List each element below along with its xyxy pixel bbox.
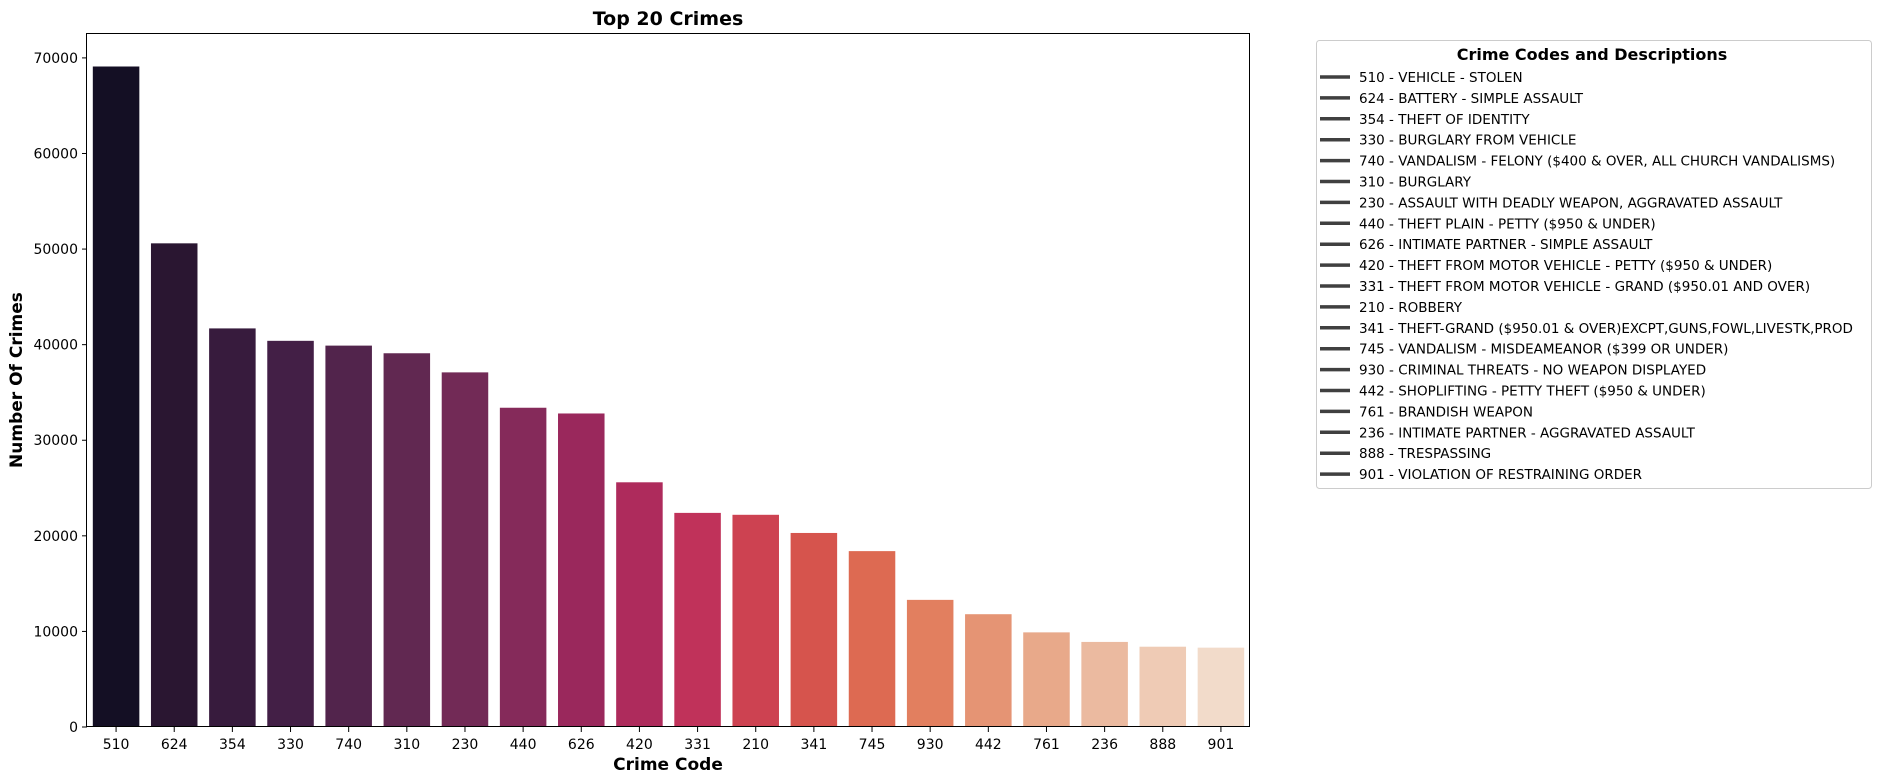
x-tick-label-901: 901 xyxy=(1208,737,1235,753)
plot-frame xyxy=(86,33,1250,727)
legend-entry-2: 354 - THEFT OF IDENTITY xyxy=(1359,112,1530,128)
bar-236 xyxy=(1081,641,1128,727)
x-tick-label-420: 420 xyxy=(626,737,653,753)
legend-entry-15: 442 - SHOPLIFTING - PETTY THEFT ($950 & … xyxy=(1359,384,1706,400)
bar-626 xyxy=(558,413,605,727)
bar-740 xyxy=(325,345,372,727)
x-tick-label-510: 510 xyxy=(103,737,130,753)
legend-entry-14: 930 - CRIMINAL THREATS - NO WEAPON DISPL… xyxy=(1359,363,1706,379)
y-axis-title: Number Of Crimes xyxy=(7,292,27,468)
legend-entry-9: 420 - THEFT FROM MOTOR VEHICLE - PETTY (… xyxy=(1359,258,1772,274)
y-axis: 0 10000 20000 30000 40000 50000 60000 70000 xyxy=(33,51,87,736)
bar-420 xyxy=(616,482,663,727)
legend-entry-13: 745 - VANDALISM - MISDEAMEANOR ($399 OR … xyxy=(1359,342,1728,358)
x-tick-label-745: 745 xyxy=(859,737,886,753)
bar-341 xyxy=(790,532,838,727)
bar-440 xyxy=(499,407,547,727)
bar-888 xyxy=(1139,646,1187,727)
x-tick-label-626: 626 xyxy=(568,737,595,753)
x-tick-label-624: 624 xyxy=(161,737,188,753)
legend-entries: 510 - VEHICLE - STOLEN 624 - BATTERY - SI… xyxy=(1320,70,1853,483)
x-axis-title: Crime Code xyxy=(613,755,723,775)
bar-901 xyxy=(1197,647,1245,727)
x-tick-label-330: 330 xyxy=(277,737,304,753)
bar-230 xyxy=(441,372,489,727)
y-tick-label-60000: 60000 xyxy=(33,146,78,162)
bar-745 xyxy=(848,551,896,727)
bar-331 xyxy=(674,512,721,727)
legend-entry-18: 888 - TRESPASSING xyxy=(1359,446,1491,462)
legend-title: Crime Codes and Descriptions xyxy=(1457,45,1728,64)
chart-title: Top 20 Crimes xyxy=(593,8,744,30)
x-tick-label-210: 210 xyxy=(742,737,769,753)
y-tick-label-70000: 70000 xyxy=(33,51,78,67)
x-tick-label-440: 440 xyxy=(510,737,537,753)
bar-330 xyxy=(267,340,314,727)
bar-930 xyxy=(906,599,954,727)
x-tick-label-331: 331 xyxy=(684,737,711,753)
legend-entry-12: 341 - THEFT-GRAND ($950.01 & OVER)EXCPT,… xyxy=(1359,321,1853,337)
bar-510 xyxy=(92,66,140,727)
bars-group xyxy=(92,66,1245,727)
bar-761 xyxy=(1023,632,1070,727)
bar-442 xyxy=(965,614,1012,727)
x-tick-label-230: 230 xyxy=(452,737,479,753)
x-axis: 510 624 354 330 740 310 230 440 626 420 331 210 341 7… xyxy=(103,727,1235,753)
x-tick-label-442: 442 xyxy=(975,737,1002,753)
legend-entry-0: 510 - VEHICLE - STOLEN xyxy=(1359,70,1523,86)
legend-entry-10: 331 - THEFT FROM MOTOR VEHICLE - GRAND (… xyxy=(1359,279,1810,295)
y-tick-label-40000: 40000 xyxy=(33,338,78,354)
legend-entry-3: 330 - BURGLARY FROM VEHICLE xyxy=(1359,133,1576,149)
y-tick-label-20000: 20000 xyxy=(33,529,78,545)
legend-entry-16: 761 - BRANDISH WEAPON xyxy=(1359,404,1533,420)
legend-entry-6: 230 - ASSAULT WITH DEADLY WEAPON, AGGRAV… xyxy=(1359,195,1783,211)
y-tick-label-30000: 30000 xyxy=(33,433,78,449)
legend-entry-1: 624 - BATTERY - SIMPLE ASSAULT xyxy=(1359,91,1584,107)
legend-entry-19: 901 - VIOLATION OF RESTRAINING ORDER xyxy=(1359,467,1642,483)
x-tick-label-236: 236 xyxy=(1091,737,1118,753)
bar-354 xyxy=(209,328,256,727)
legend-entry-7: 440 - THEFT PLAIN - PETTY ($950 & UNDER) xyxy=(1359,216,1656,232)
legend-entry-8: 626 - INTIMATE PARTNER - SIMPLE ASSAULT xyxy=(1359,237,1653,253)
legend-entry-5: 310 - BURGLARY xyxy=(1359,175,1472,191)
x-tick-label-761: 761 xyxy=(1033,737,1060,753)
x-tick-label-888: 888 xyxy=(1149,737,1176,753)
legend-entry-11: 210 - ROBBERY xyxy=(1359,300,1463,316)
legend: Crime Codes and Descriptions 510 - VEHIC… xyxy=(1316,40,1872,489)
bar-310 xyxy=(383,353,431,727)
x-tick-label-930: 930 xyxy=(917,737,944,753)
y-tick-label-10000: 10000 xyxy=(33,624,78,640)
legend-entry-17: 236 - INTIMATE PARTNER - AGGRAVATED ASSA… xyxy=(1359,425,1696,441)
legend-box xyxy=(1316,40,1872,489)
bar-210 xyxy=(732,514,779,727)
y-tick-label-0: 0 xyxy=(69,720,78,736)
legend-entry-4: 740 - VANDALISM - FELONY ($400 & OVER, A… xyxy=(1359,154,1835,170)
x-tick-label-740: 740 xyxy=(335,737,362,753)
x-tick-label-341: 341 xyxy=(801,737,828,753)
x-tick-label-354: 354 xyxy=(219,737,246,753)
bar-624 xyxy=(150,243,198,727)
y-tick-label-50000: 50000 xyxy=(33,242,78,258)
x-tick-label-310: 310 xyxy=(393,737,420,753)
